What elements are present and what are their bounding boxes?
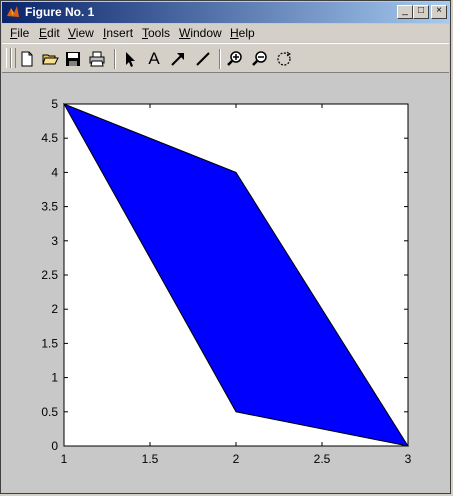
x-tick-label: 2 [233,452,240,466]
menu-view[interactable]: View [68,26,94,40]
menu-insert-accel: I [103,26,107,40]
open-folder-icon[interactable] [41,50,59,68]
toolbar-grip-inner [11,48,16,68]
y-tick-label: 3.5 [41,200,58,214]
toolbar-grip[interactable] [6,48,11,68]
toolbar: A [2,43,449,73]
menu-tools-label: ools [148,26,171,40]
menu-file-accel: F [10,26,18,40]
menu-insert-label: nsert [106,26,134,40]
x-tick-label: 3 [405,452,412,466]
minimize-button[interactable]: _ [397,5,413,19]
new-file-icon[interactable] [18,50,36,68]
zoom-out-icon[interactable] [251,50,269,68]
y-tick-label: 1.5 [41,336,58,350]
insert-arrow-icon[interactable] [169,50,187,68]
menu-bar: File Edit View Insert Tools Window Help [2,24,449,42]
y-tick-label: 2.5 [41,268,58,282]
menu-file[interactable]: File [10,26,29,40]
menu-file-label: ile [17,26,30,40]
x-tick-label: 1.5 [142,452,159,466]
toolbar-separator [219,49,221,69]
y-tick-label: 0.5 [41,405,58,419]
y-tick-label: 1 [51,371,58,385]
y-tick-label: 2 [51,302,58,316]
plot-canvas[interactable]: 1 1.5 2 2.5 3 0 0.5 1 1.5 2 2.5 3 3.5 4 4.5 5 [2,73,451,493]
window-title: Figure No. 1 [25,5,95,19]
menu-help-accel: H [230,26,239,40]
menu-view-accel: V [68,26,76,40]
y-tick-label: 4.5 [41,131,58,145]
title-bar[interactable]: Figure No. 1 _ □ × [2,2,449,23]
menu-window-accel: W [179,26,191,40]
menu-help[interactable]: Help [230,26,255,40]
y-tick-label: 0 [51,439,58,453]
maximize-button[interactable]: □ [413,5,429,19]
toolbar-separator [114,49,116,69]
y-tick-label: 5 [51,97,58,111]
menu-window[interactable]: Window [179,26,222,40]
menu-tools[interactable]: Tools [142,26,170,40]
save-icon[interactable] [64,50,82,68]
menu-edit-label: dit [47,26,60,40]
print-icon[interactable] [88,50,106,68]
menu-edit[interactable]: Edit [39,26,60,40]
menu-view-label: iew [75,26,94,40]
menu-window-label: indow [190,26,222,40]
menu-help-label: elp [238,26,255,40]
menu-insert[interactable]: Insert [103,26,133,40]
y-tick-label: 4 [51,165,58,179]
x-tick-label: 2.5 [314,452,331,466]
menu-tools-accel: T [142,26,148,40]
rotate-icon[interactable] [275,50,293,68]
matlab-logo-icon [7,6,19,17]
zoom-in-icon[interactable] [226,50,244,68]
menu-edit-accel: E [39,26,48,40]
y-tick-label: 3 [51,234,58,248]
figure-canvas-area: 1 1.5 2 2.5 3 0 0.5 1 1.5 2 2.5 3 3.5 4 4.5 5 [2,73,449,492]
select-arrow-icon[interactable] [121,50,139,68]
insert-text-icon[interactable]: A [148,49,160,68]
x-tick-label: 1 [61,452,68,466]
insert-line-icon[interactable] [194,50,212,68]
close-button[interactable]: × [431,5,447,19]
